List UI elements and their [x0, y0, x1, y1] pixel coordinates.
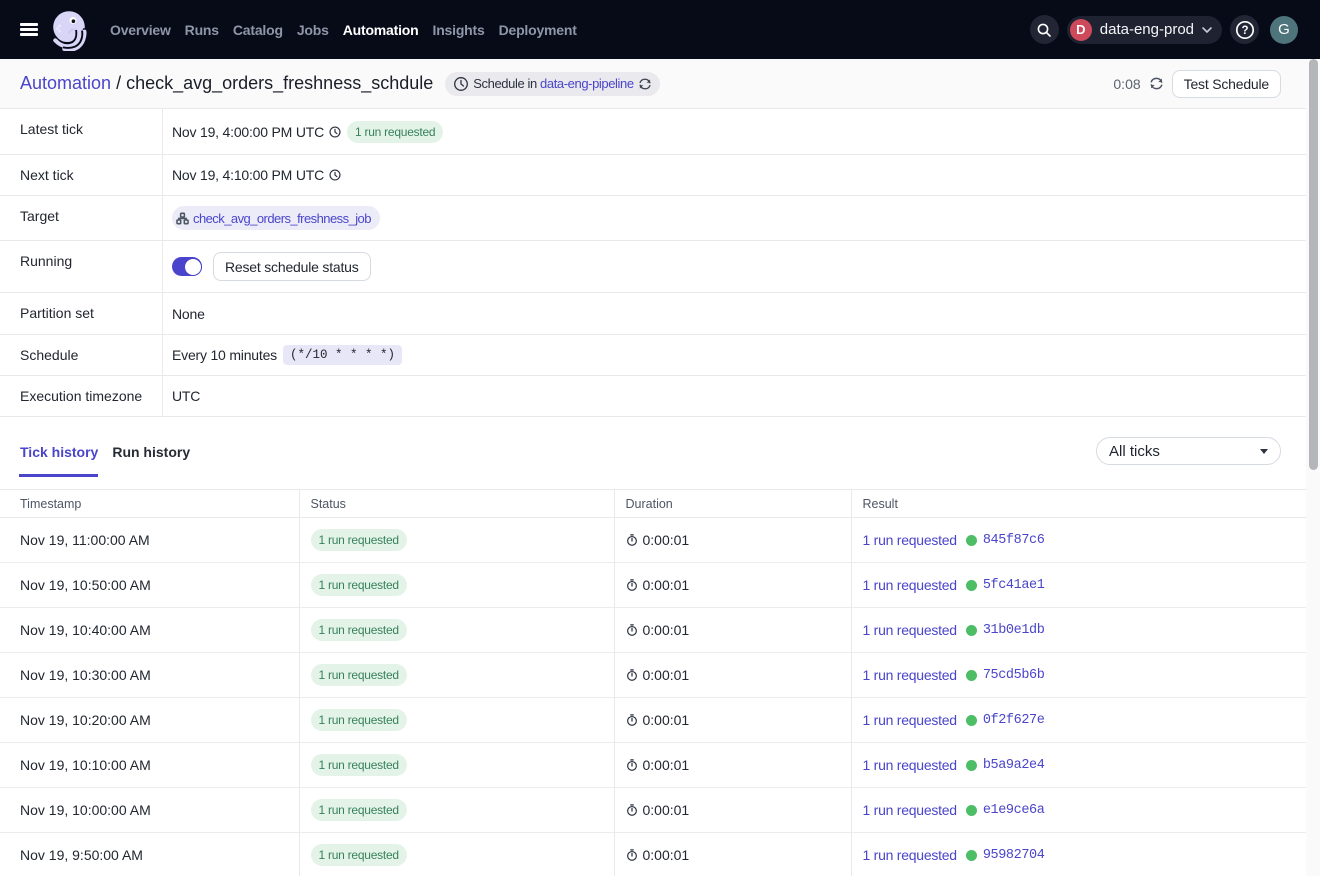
svg-text:?: ? — [1241, 25, 1248, 37]
